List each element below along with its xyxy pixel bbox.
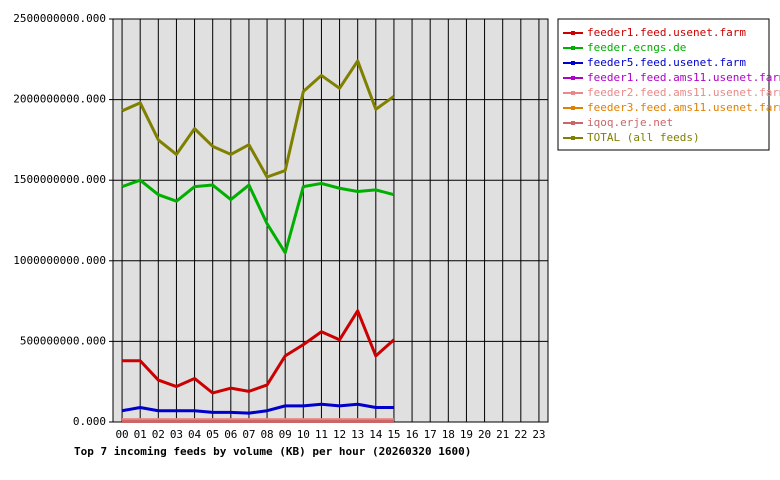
x-tick-label: 01 xyxy=(134,428,147,441)
legend-dot xyxy=(571,31,575,35)
y-tick-label: 2000000000.000 xyxy=(13,93,106,106)
legend-dot xyxy=(571,46,575,50)
legend-dot xyxy=(571,61,575,65)
x-tick-label: 05 xyxy=(206,428,219,441)
x-tick-label: 16 xyxy=(405,428,418,441)
x-tick-label: 20 xyxy=(478,428,491,441)
x-tick-label: 11 xyxy=(315,428,328,441)
x-tick-label: 09 xyxy=(279,428,292,441)
x-tick-label: 21 xyxy=(496,428,509,441)
y-tick-label: 1000000000.000 xyxy=(13,254,106,267)
x-tick-label: 03 xyxy=(170,428,183,441)
x-tick-label: 22 xyxy=(514,428,527,441)
x-tick-label: 00 xyxy=(115,428,128,441)
legend-label: feeder1.feed.usenet.farm xyxy=(587,26,746,39)
x-tick-label: 08 xyxy=(260,428,273,441)
legend-dot xyxy=(571,121,575,125)
series-line xyxy=(121,178,395,255)
legend-label: feeder2.feed.ams11.usenet.farm xyxy=(587,86,780,99)
y-tick-label: 1500000000.000 xyxy=(13,173,106,186)
legend-dot xyxy=(571,76,575,80)
x-tick-label: 06 xyxy=(224,428,237,441)
legend-label: TOTAL (all feeds) xyxy=(587,131,700,144)
series-line xyxy=(122,309,395,395)
y-tick-label: 0.000 xyxy=(73,415,106,428)
legend-dot xyxy=(571,106,575,110)
legend xyxy=(557,18,770,151)
legend-label: iqoq.erje.net xyxy=(587,116,673,129)
x-tick-label: 19 xyxy=(460,428,473,441)
x-tick-label: 04 xyxy=(188,428,202,441)
plot-area xyxy=(113,19,548,422)
series-line xyxy=(121,59,395,179)
x-tick-label: 14 xyxy=(369,428,383,441)
legend-label: feeder5.feed.usenet.farm xyxy=(587,56,746,69)
legend-label: feeder3.feed.ams11.usenet.farm xyxy=(587,101,780,114)
y-tick-label: 2500000000.000 xyxy=(13,12,106,25)
x-tick-label: 23 xyxy=(532,428,545,441)
legend-dot xyxy=(571,91,575,95)
series-line xyxy=(121,402,394,415)
x-tick-label: 18 xyxy=(442,428,455,441)
x-tick-label: 12 xyxy=(333,428,346,441)
y-tick-label: 500000000.000 xyxy=(20,334,106,347)
legend-label: feeder1.feed.ams11.usenet.farm xyxy=(587,71,780,84)
x-tick-label: 07 xyxy=(242,428,255,441)
x-tick-label: 13 xyxy=(351,428,364,441)
x-tick-label: 15 xyxy=(387,428,400,441)
legend-label: feeder.ecngs.de xyxy=(587,41,686,54)
x-tick-label: 10 xyxy=(297,428,310,441)
chart-title: Top 7 incoming feeds by volume (KB) per … xyxy=(74,445,471,458)
legend-dot xyxy=(571,136,575,140)
x-tick-label: 02 xyxy=(152,428,165,441)
x-tick-label: 17 xyxy=(424,428,437,441)
